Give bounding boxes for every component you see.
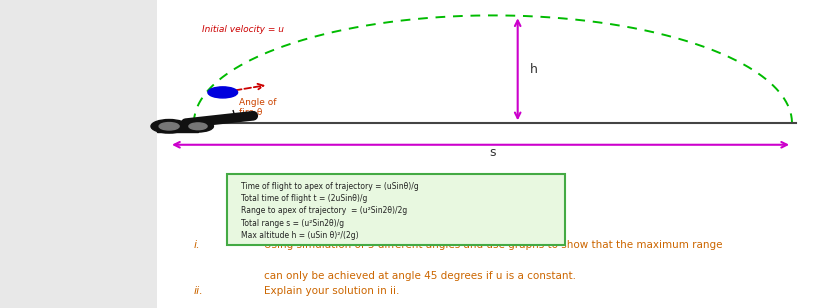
Circle shape: [189, 123, 207, 130]
Text: can only be achieved at angle 45 degrees if u is a constant.: can only be achieved at angle 45 degrees…: [264, 271, 576, 281]
Text: Explain your solution in ii.: Explain your solution in ii.: [264, 286, 399, 296]
Text: Max altitude h = (uSin θ)²/(2g): Max altitude h = (uSin θ)²/(2g): [241, 231, 359, 240]
Text: Angle of
fire θ: Angle of fire θ: [239, 98, 276, 117]
Text: Initial velocity = u: Initial velocity = u: [202, 25, 284, 34]
Text: Using simulation of 3 different angles and use graphs to show that the maximum r: Using simulation of 3 different angles a…: [264, 240, 723, 250]
FancyBboxPatch shape: [227, 174, 565, 245]
Text: Range to apex of trajectory  = (u²Sin2θ)/2g: Range to apex of trajectory = (u²Sin2θ)/…: [241, 206, 408, 215]
Circle shape: [159, 123, 179, 130]
Bar: [157, 123, 198, 132]
FancyBboxPatch shape: [157, 0, 825, 308]
Circle shape: [151, 120, 187, 133]
Text: Total time of flight t = (2uSinθ)/g: Total time of flight t = (2uSinθ)/g: [241, 194, 367, 203]
Text: s: s: [490, 146, 496, 159]
Text: Total range s = (u²Sin2θ)/g: Total range s = (u²Sin2θ)/g: [241, 219, 344, 228]
Circle shape: [182, 120, 214, 132]
Text: ii.: ii.: [194, 286, 204, 296]
Text: h: h: [530, 63, 538, 76]
Circle shape: [208, 87, 238, 98]
Text: i.: i.: [194, 240, 200, 250]
Text: Time of flight to apex of trajectory = (uSinθ)/g: Time of flight to apex of trajectory = (…: [241, 182, 418, 191]
